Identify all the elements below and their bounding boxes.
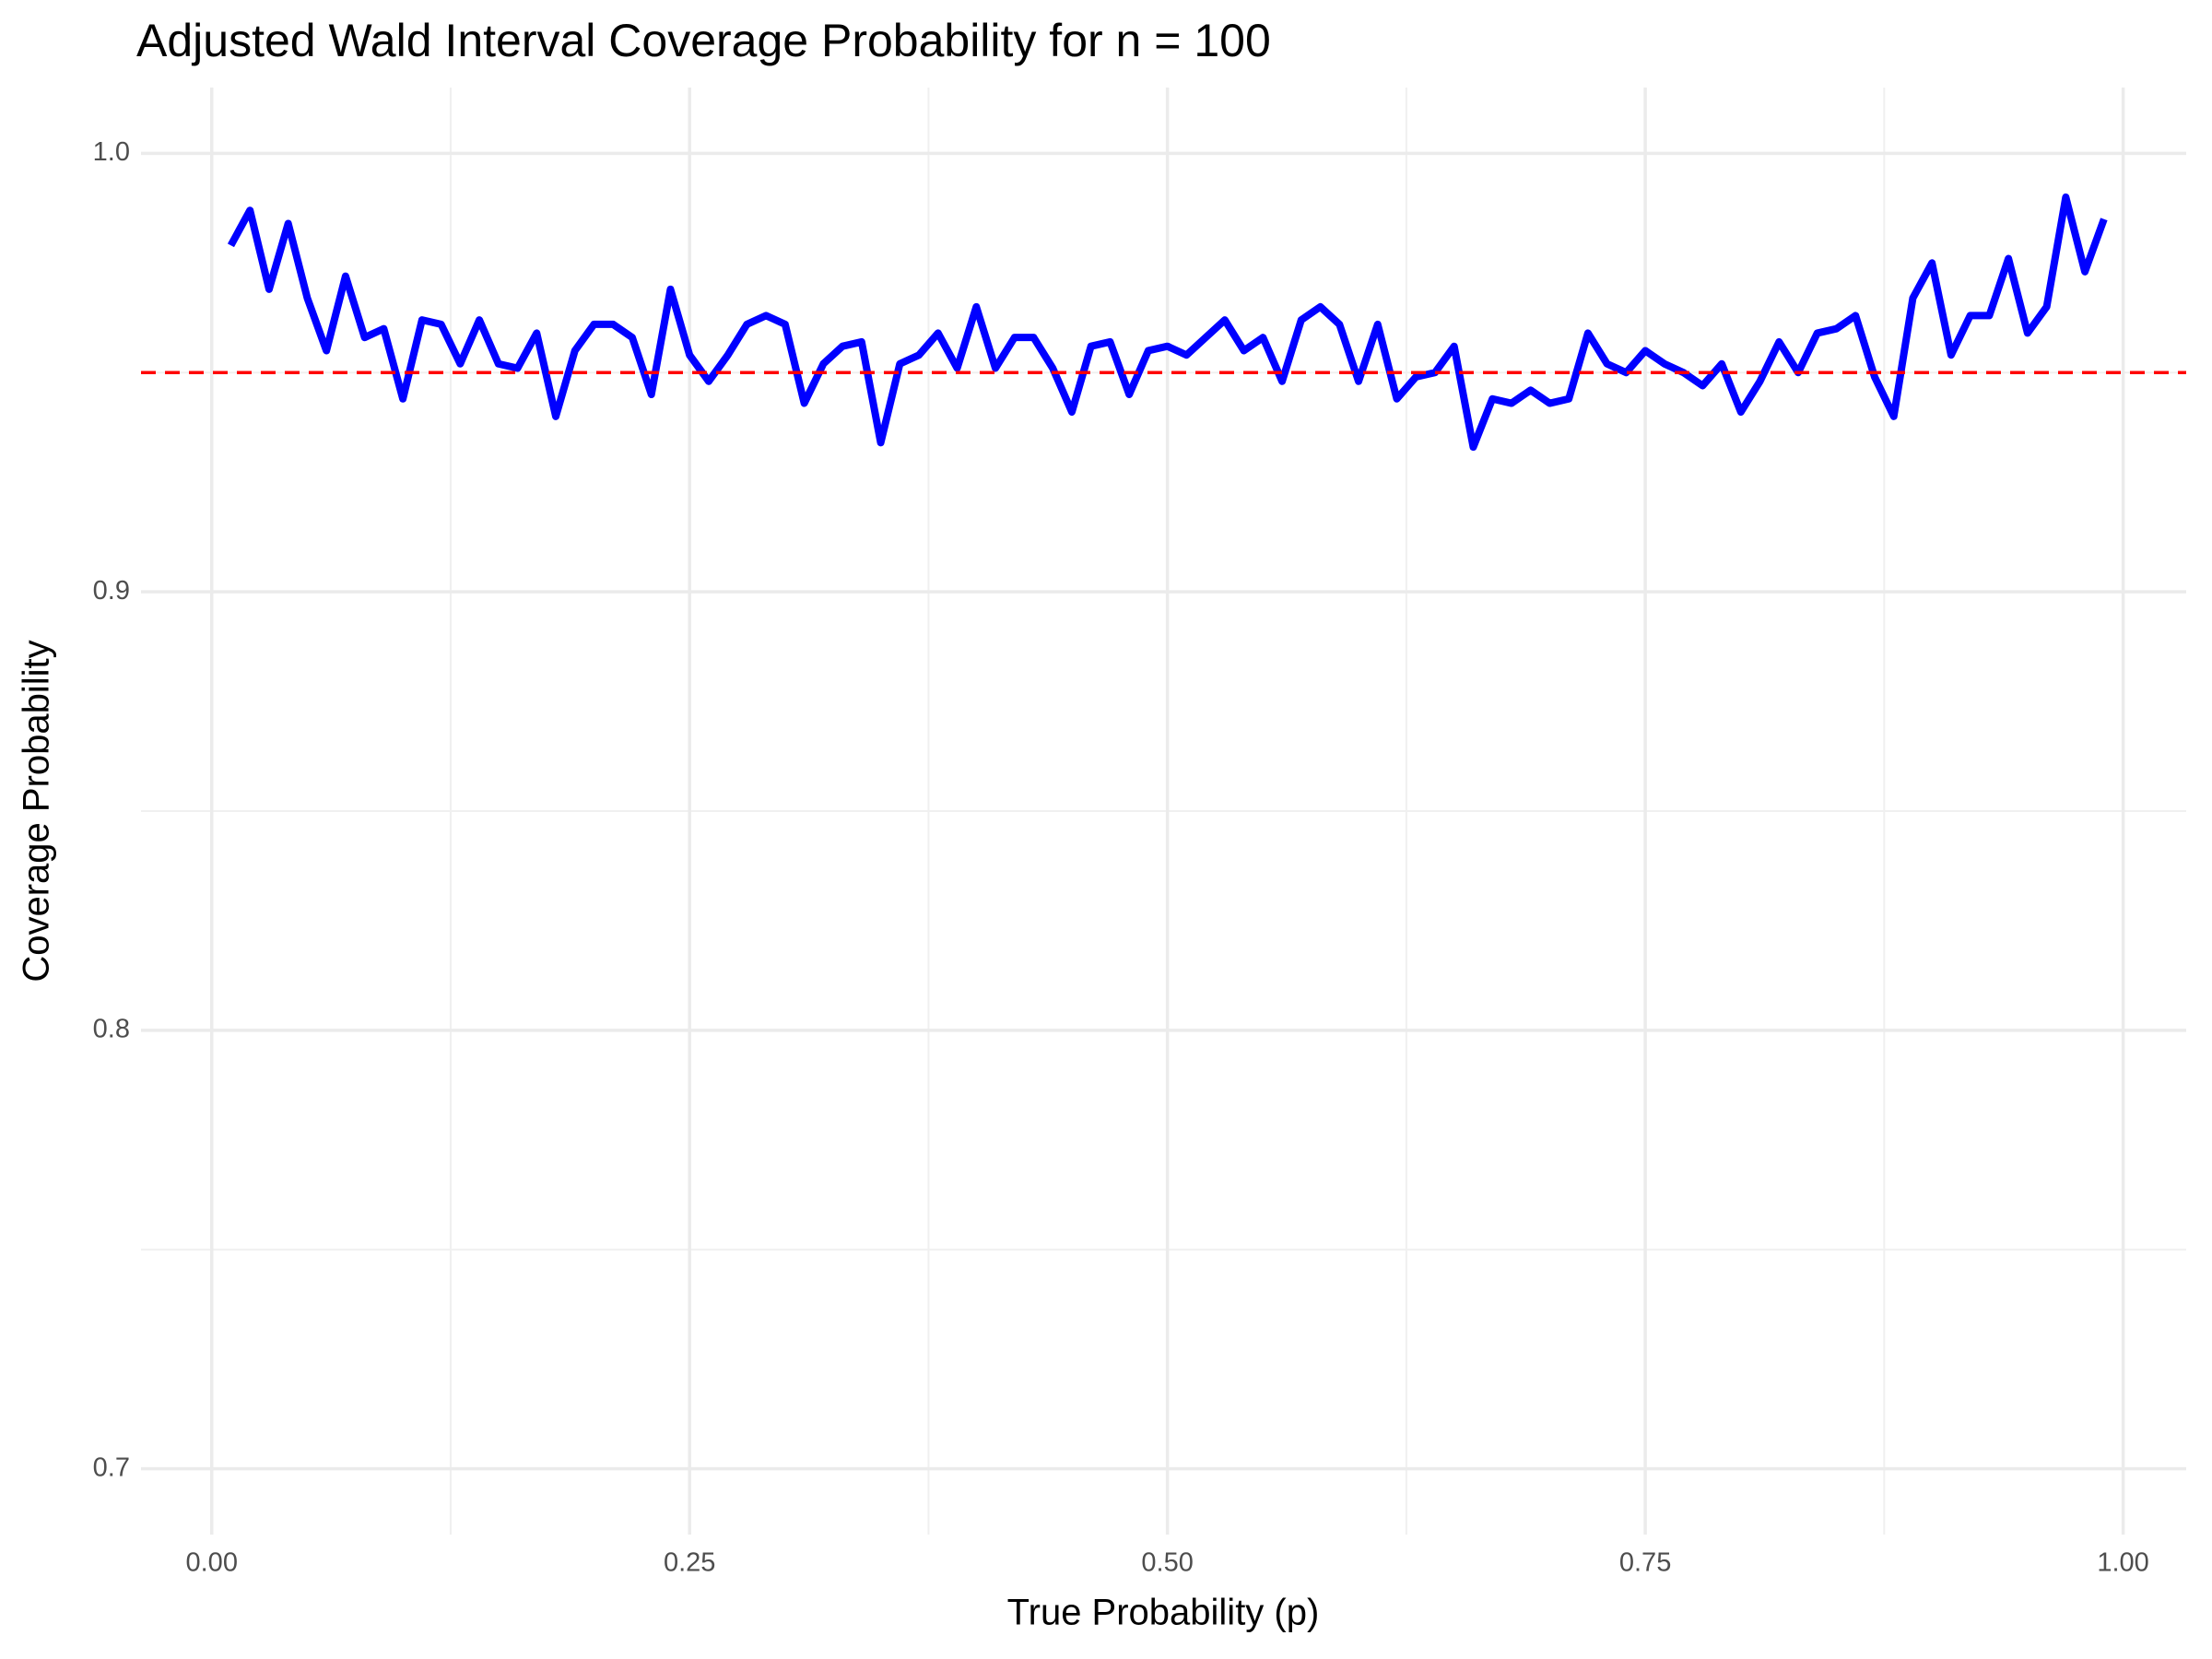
- x-tick-label: 0.25: [664, 1548, 715, 1578]
- x-axis-label: True Probability (p): [1007, 1593, 1320, 1633]
- x-tick-label: 0.50: [1141, 1548, 1193, 1578]
- y-axis-label: Coverage Probability: [17, 640, 57, 982]
- y-tick-label: 0.9: [93, 576, 130, 606]
- x-tick-label: 0.75: [1619, 1548, 1671, 1578]
- x-tick-label: 0.00: [186, 1548, 238, 1578]
- chart-title: Adjusted Wald Interval Coverage Probabil…: [136, 15, 1271, 66]
- data-line: [227, 193, 2108, 452]
- y-tick-label: 0.8: [93, 1015, 130, 1044]
- y-tick-label: 1.0: [93, 137, 130, 167]
- y-tick-label: 0.7: [93, 1453, 130, 1482]
- x-tick-label: 1.00: [2097, 1548, 2148, 1578]
